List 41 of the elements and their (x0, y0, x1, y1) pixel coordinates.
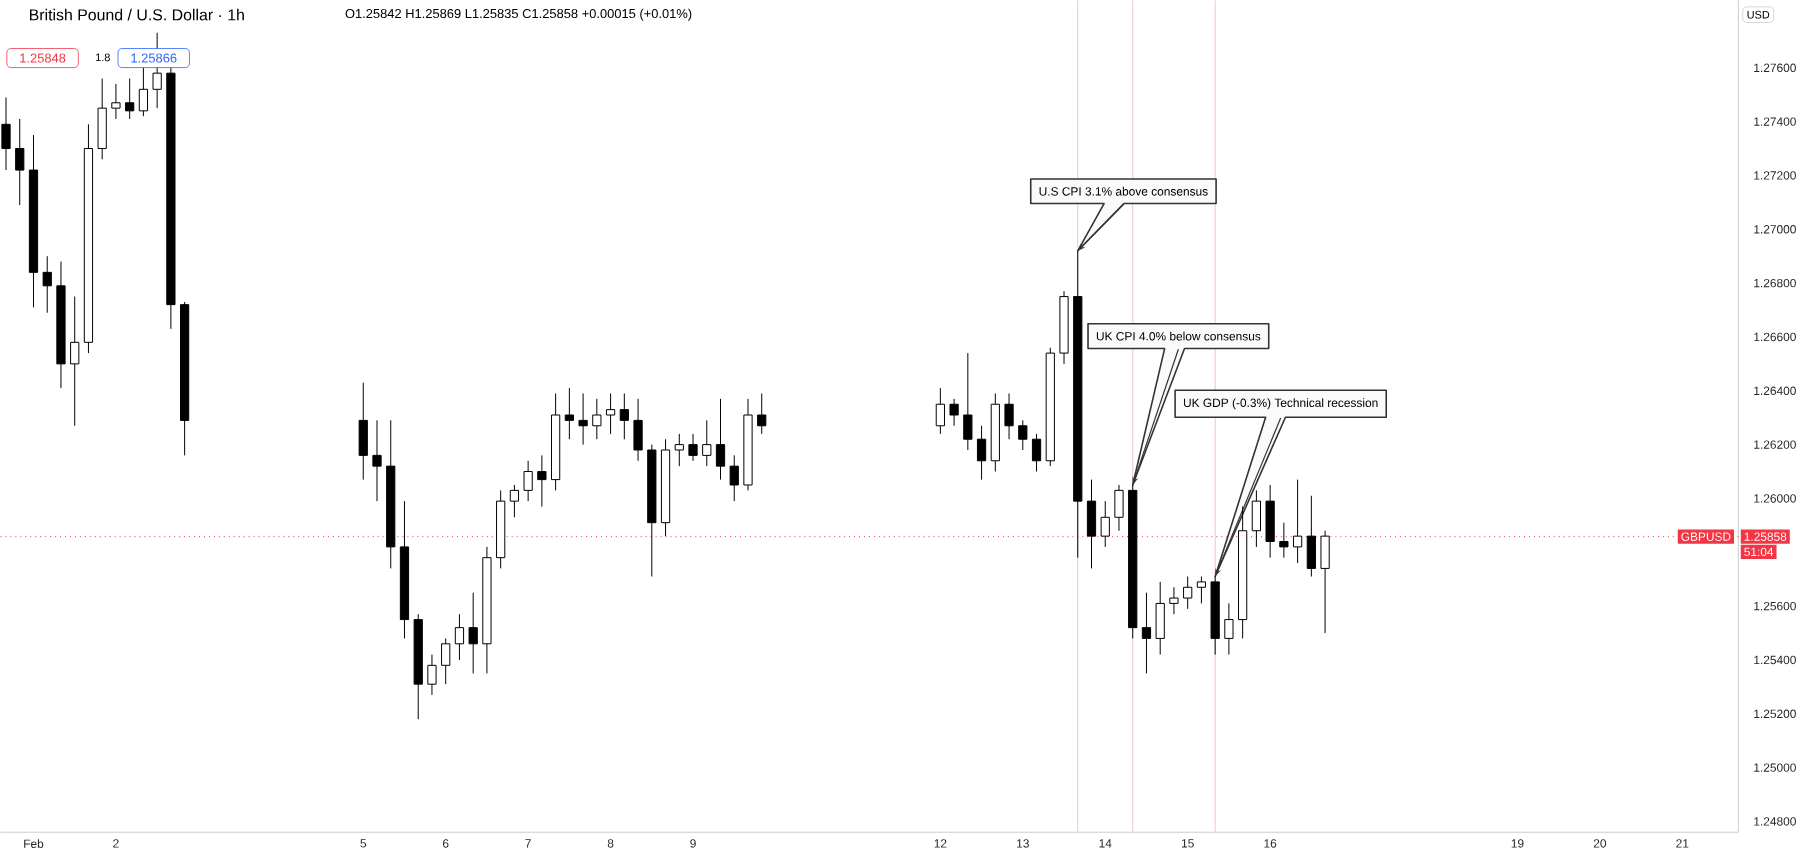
y-tick-label: 1.26800 (1754, 278, 1796, 288)
y-tick-label: 1.25400 (1754, 655, 1796, 665)
annotation: 1.8 (96, 53, 110, 62)
x-tick-label: 6 (442, 839, 449, 848)
x-tick-label: 2 (113, 839, 119, 848)
x-tick-label: 9 (690, 839, 696, 848)
x-tick-label: 14 (1099, 839, 1112, 848)
x-tick-label: 15 (1181, 839, 1194, 848)
annotation: UK GDP (-0.3%) Technical recession (1183, 398, 1378, 410)
x-tick-label: 16 (1264, 839, 1277, 848)
y-tick-label: 1.26000 (1754, 494, 1796, 503)
x-tick-label: 13 (1017, 839, 1029, 848)
annotation: UK CPI 4.0% below consensus (1096, 331, 1261, 341)
y-tick-label: 1.25600 (1754, 601, 1796, 611)
text: 1.25858 (1744, 532, 1787, 541)
x-tick-label: 8 (607, 839, 614, 848)
y-tick-label: 1.27000 (1754, 225, 1796, 234)
y-tick-label: 1.26200 (1754, 440, 1796, 449)
x-tick-label: 12 (934, 839, 947, 848)
y-tick-label: 1.25000 (1754, 763, 1796, 772)
y-axis-title: USD (1747, 10, 1770, 19)
y-tick-label: 1.26400 (1754, 386, 1796, 395)
x-tick-label: 20 (1593, 839, 1607, 848)
annotation: 1.25848 (20, 53, 66, 63)
text: O1.25842 H1.25869 L1.25835 C1.25858 +0.00015 (+0.01%) (345, 8, 692, 21)
y-tick-label: 1.27600 (1754, 63, 1796, 72)
text: 51:04 (1744, 547, 1774, 557)
y-tick-label: 1.27400 (1754, 117, 1796, 126)
x-tick-label: Feb (24, 839, 44, 848)
annotation: 1.25866 (131, 53, 177, 63)
y-tick-label: 1.26600 (1754, 332, 1796, 342)
x-tick-label: 21 (1676, 839, 1689, 848)
chart-title: British Pound / U.S. Dollar · 1h (30, 8, 244, 21)
y-tick-label: 1.27200 (1754, 171, 1796, 180)
annotation: U.S CPI 3.1% above consensus (1039, 186, 1208, 196)
x-tick-label: 19 (1511, 839, 1524, 848)
x-tick-label: 5 (360, 839, 367, 848)
ref-line-label: GBPUSD (1681, 532, 1731, 541)
x-tick-label: 7 (525, 839, 531, 848)
y-tick-label: 1.25200 (1754, 709, 1796, 718)
y-tick-label: 1.24800 (1754, 817, 1796, 826)
